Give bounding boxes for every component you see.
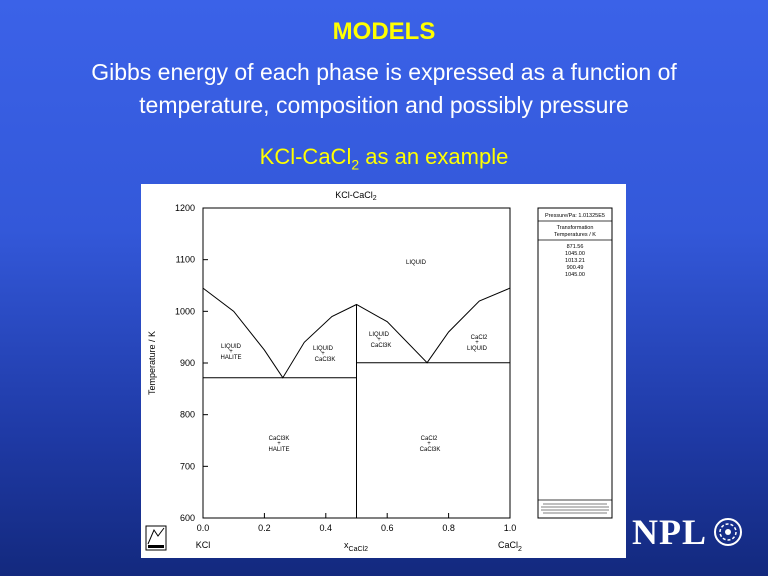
x-tick-label: 0.4 (320, 523, 333, 533)
legend-temp-1: 871.56 (567, 244, 584, 250)
example-sub: 2 (351, 156, 360, 173)
region-liq-cacl3k-1: LIQUID (313, 346, 334, 352)
legend-heading-1: Transformation (557, 225, 594, 231)
npl-logo: NPL (632, 514, 743, 550)
region-liq-cacl3k-plus: + (321, 351, 325, 357)
region-cacl2-cacl3k-1: CaCl2 (421, 436, 438, 442)
example-tail: as an example (359, 144, 509, 169)
x-tick-label: 0.0 (197, 523, 210, 533)
region-liq-cacl3k-2: CaCl3K (315, 357, 336, 363)
x-axis-label: xCaCl2 (344, 540, 368, 553)
region-liq-halite-1: LIQUID (221, 344, 242, 350)
phase-diagram: KCl-CaCl2 Temperature / K 600 700 800 900 10… (145, 190, 613, 553)
region-cacl2-liq-2: LIQUID (467, 346, 488, 352)
legend-heading-2: Temperatures / K (554, 232, 596, 238)
x-ticks: 0.0 0.2 0.4 0.6 0.8 1.0 (197, 513, 517, 533)
x-tick-label: 0.8 (442, 523, 455, 533)
chart-title: KCl-CaCl2 (335, 190, 377, 202)
y-tick-label: 1100 (176, 255, 195, 265)
legend-temp-4: 900.49 (567, 265, 584, 271)
region-liq-halite-plus: + (229, 349, 233, 355)
region-liq-cacl3k-b-1: LIQUID (369, 332, 390, 338)
legend-footer-text (541, 503, 609, 514)
y-tick-label: 700 (180, 461, 195, 471)
x-tick-label: 1.0 (504, 523, 517, 533)
x-left-component: KCl (196, 540, 211, 550)
npl-logo-text: NPL (632, 512, 707, 552)
region-cacl3k-halite-2: HALITE (268, 447, 289, 453)
liquidus-curve (202, 287, 511, 379)
legend-temp-2: 1045.00 (565, 251, 585, 257)
example-main: KCl-CaCl (259, 144, 352, 169)
software-logo-icon (145, 525, 167, 551)
region-liq-halite-2: HALITE (220, 355, 241, 361)
legend-temp-3: 1013.21 (565, 258, 585, 264)
region-liq-cacl3k-b-2: CaCl3K (371, 343, 392, 349)
y-tick-label: 1000 (175, 306, 195, 316)
legend-temp-5: 1045.00 (565, 272, 585, 278)
phase-diagram-panel: KCl-CaCl2 Temperature / K 600 700 800 900 10… (141, 184, 626, 558)
region-liq-cacl3k-b-plus: + (377, 337, 381, 343)
y-ticks: 600 700 800 900 1000 1100 1200 (175, 203, 208, 523)
legend-box (537, 207, 613, 519)
x-tick-label: 0.2 (258, 523, 271, 533)
region-cacl3k-halite-plus: + (277, 441, 281, 447)
x-right-component: CaCl2 (498, 540, 522, 553)
region-cacl2-cacl3k-plus: + (427, 441, 431, 447)
y-tick-label: 900 (180, 358, 195, 368)
y-tick-label: 800 (180, 410, 195, 420)
region-cacl3k-halite-1: CaCl3K (269, 436, 290, 442)
example-caption: KCl-CaCl2 as an example (0, 144, 768, 172)
npl-emblem-icon (714, 518, 742, 546)
slide-subtitle: Gibbs energy of each phase is expressed … (91, 59, 677, 118)
y-tick-label: 1200 (175, 203, 195, 213)
y-axis-label: Temperature / K (147, 331, 157, 395)
region-liquid: LIQUID (406, 260, 427, 266)
region-cacl2-liq-1: CaCl2 (471, 335, 488, 341)
region-cacl2-liq-plus: + (475, 340, 479, 346)
slide-title: MODELS (332, 18, 436, 45)
legend-pressure: Pressure/Pa: 1.01325E5 (545, 213, 605, 219)
y-tick-label: 600 (180, 513, 195, 523)
region-cacl2-cacl3k-2: CaCl3K (420, 447, 441, 453)
x-tick-label: 0.6 (381, 523, 394, 533)
